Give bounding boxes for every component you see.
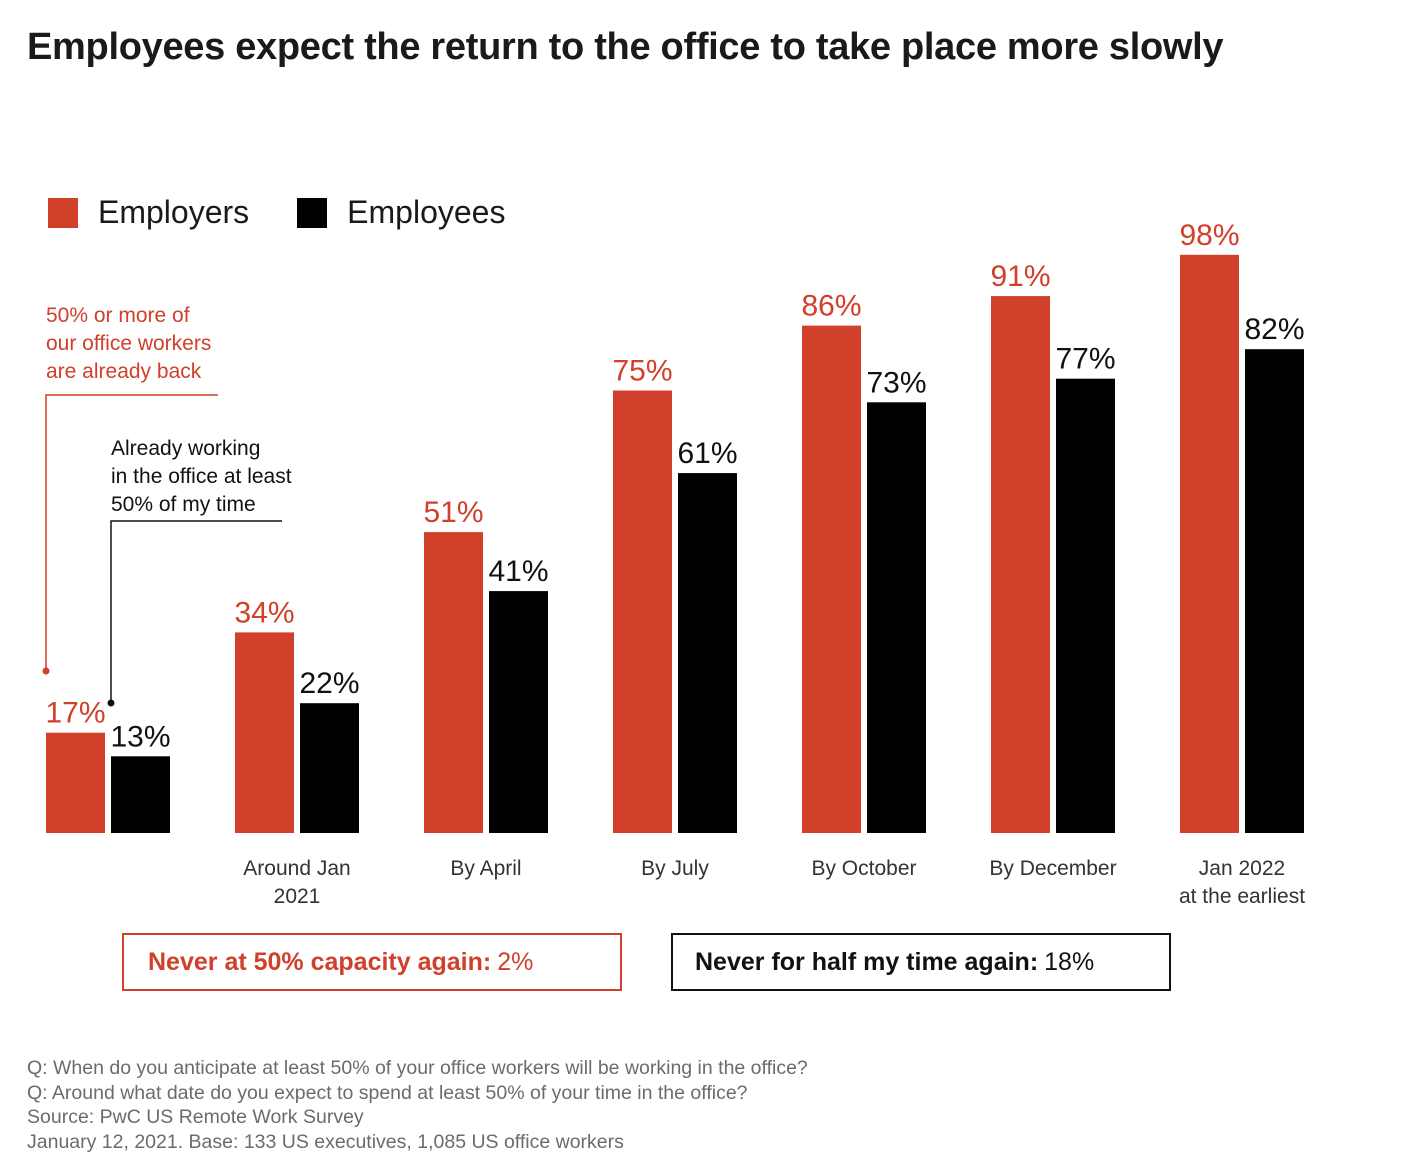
employers-bar [991, 296, 1050, 834]
employees-bar [1245, 349, 1304, 833]
employers-callout-line: are already back [46, 360, 202, 383]
employees-callout: Already working in the office at least 5… [111, 435, 292, 519]
legend-swatch-employers [48, 197, 78, 228]
employees-value-label: 22% [299, 667, 359, 700]
employees-bar [867, 402, 926, 833]
employees-value-label: 13% [110, 720, 170, 753]
footnotes: Q: When do you anticipate at least 50% o… [27, 1056, 808, 1154]
employers-bar [235, 632, 294, 833]
employees-bar [489, 591, 548, 833]
employers-value-label: 34% [234, 596, 294, 629]
employers-bar [613, 390, 672, 833]
category-tick-label: 2021 [274, 885, 321, 908]
footnote-line: Q: When do you anticipate at least 50% o… [27, 1057, 808, 1079]
employees-callout-line: in the office at least [111, 465, 292, 488]
employees-bar [1056, 378, 1115, 833]
chart-title: Employees expect the return to the offic… [27, 26, 1224, 68]
footnote-line: Source: PwC US Remote Work Survey [27, 1106, 364, 1128]
employees-never-box: Never for half my time again: 18% [671, 933, 1171, 991]
legend-item-employees: Employees [297, 194, 505, 231]
employers-bar [424, 532, 483, 833]
employers-value-label: 51% [423, 496, 483, 529]
footnote-line: Q: Around what date do you expect to spe… [27, 1081, 748, 1104]
legend-label-employers: Employers [98, 194, 250, 230]
legend-swatch-employees [297, 197, 328, 228]
employees-bar [111, 756, 170, 833]
employees-value-label: 73% [866, 366, 926, 399]
employers-value-label: 98% [1179, 219, 1239, 252]
category-tick-label: By July [641, 857, 709, 880]
category-tick-label: Jan 2022 [1199, 857, 1285, 880]
category-tick-label: By December [989, 857, 1116, 880]
employers-value-label: 91% [990, 260, 1050, 293]
category-tick-label: at the earliest [1179, 885, 1305, 908]
employers-never-box: Never at 50% capacity again: 2% [122, 933, 622, 991]
employees-value-label: 61% [677, 437, 737, 470]
employers-callout-line: our office workers [46, 332, 212, 355]
category-tick-label: Around Jan [243, 857, 350, 880]
employees-callout-line: Already working [111, 437, 261, 460]
employees-never-label: Never for half my time again: [695, 947, 1039, 976]
employers-bar [46, 732, 105, 833]
employees-callout-line: 50% of my time [111, 493, 256, 516]
employees-callout-dot [107, 699, 115, 707]
employers-value-label: 75% [612, 355, 672, 388]
employers-bar [802, 325, 861, 833]
employers-never-label: Never at 50% capacity again: [148, 947, 492, 976]
employers-never-value: 2% [497, 947, 534, 976]
employers-value-label: 86% [801, 290, 861, 323]
legend-label-employees: Employees [347, 194, 506, 230]
legend-item-employers: Employers [48, 194, 249, 231]
employers-callout-leader [45, 394, 218, 671]
category-tick-label: By April [450, 857, 521, 880]
employers-bar [1180, 254, 1239, 834]
employees-value-label: 41% [488, 555, 548, 588]
employers-callout-line: 50% or more of [46, 304, 190, 327]
employees-never-value: 18% [1044, 947, 1095, 976]
category-tick-label: By October [811, 857, 916, 880]
employees-value-label: 82% [1244, 313, 1304, 346]
employers-callout: 50% or more of our office workers are al… [46, 302, 211, 386]
employers-callout-dot [42, 667, 50, 675]
employees-callout-leader [110, 520, 282, 703]
employees-bar [300, 703, 359, 833]
footnote-line: January 12, 2021. Base: 133 US executive… [27, 1130, 624, 1153]
employers-value-label: 17% [45, 697, 105, 730]
employees-bar [678, 473, 737, 833]
legend: Employers Employees [48, 194, 553, 231]
employees-value-label: 77% [1055, 343, 1115, 376]
